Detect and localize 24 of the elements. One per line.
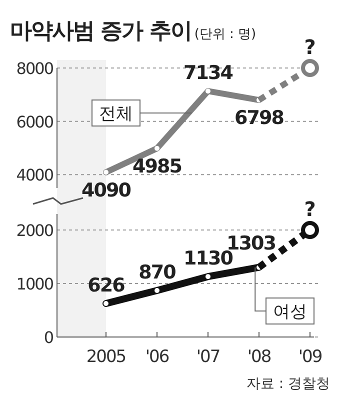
chart-title: 마약사범 증가 추이 <box>10 19 192 44</box>
annotation: ? <box>304 197 316 222</box>
data-label: 870 <box>138 261 176 284</box>
data-label: 4090 <box>82 179 132 202</box>
y-tick-label: 4000 <box>16 166 54 185</box>
y-tick-label: 0 <box>44 328 54 347</box>
annotation: ? <box>304 35 316 59</box>
series-label: 전체 <box>99 104 133 124</box>
y-tick-label: 1000 <box>16 274 54 294</box>
x-tick-label: '08 <box>247 347 271 367</box>
data-label: 7134 <box>184 62 234 84</box>
data-label: 4985 <box>132 155 182 178</box>
text: 자료 : 경찰청 <box>246 376 330 392</box>
data-label: 626 <box>88 274 126 297</box>
x-tick-label: '06 <box>145 347 169 367</box>
y-tick-label: 8000 <box>16 59 54 78</box>
x-tick-label: '09 <box>298 347 322 367</box>
chart-subtitle: (단위 : 명) <box>194 27 256 42</box>
data-label: 6798 <box>234 107 284 130</box>
text: 여성 <box>273 302 307 322</box>
x-tick-label: '07 <box>196 347 220 367</box>
y-tick-label: 6000 <box>16 112 54 132</box>
x-tick-label: 2005 <box>86 347 126 367</box>
y-tick-label: 2000 <box>16 221 54 240</box>
